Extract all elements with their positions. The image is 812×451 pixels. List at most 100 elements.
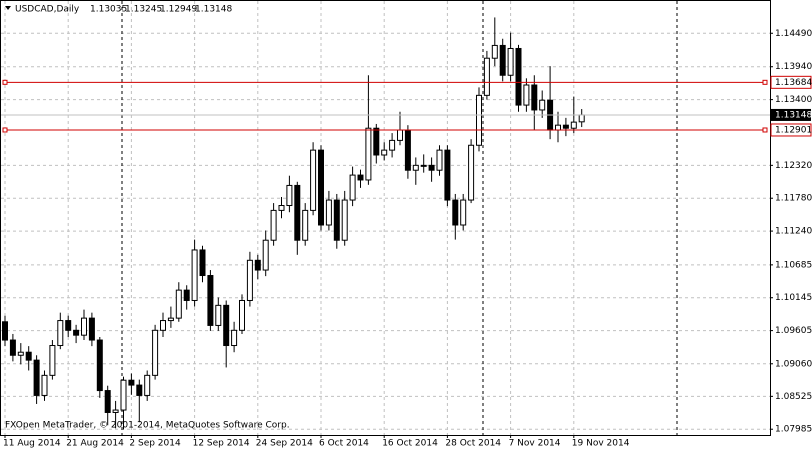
x-tick-label: 19 Nov 2014 [572, 439, 630, 449]
candle-body [9, 339, 16, 356]
candle-body [207, 275, 214, 326]
candle-body [2, 321, 8, 341]
bid-label-box [771, 108, 811, 121]
y-tick-label: 1.08525 [775, 392, 812, 402]
candle-body [531, 84, 538, 111]
candle-body [73, 329, 80, 336]
x-tick-label: 12 Sep 2014 [193, 439, 250, 449]
candle-body [404, 129, 411, 171]
candle-body [483, 57, 490, 96]
hline-label-box [770, 75, 812, 89]
y-tick-label: 1.10685 [775, 260, 812, 270]
candle-body [389, 139, 396, 151]
x-tick-label: 28 Oct 2014 [445, 439, 501, 449]
candle-body [507, 47, 514, 76]
y-tick-label: 1.14490 [775, 29, 812, 39]
candle-body [436, 149, 443, 171]
menu-triangle [5, 6, 11, 10]
candle-body [254, 259, 261, 271]
hline-handle [762, 79, 768, 85]
candle-body [112, 409, 119, 413]
candle-body [136, 384, 143, 396]
candle-body [555, 124, 561, 131]
hline-label: 1.13684 [775, 78, 812, 88]
candle-body [223, 304, 230, 347]
candle-body [341, 199, 348, 241]
y-tick-label: 1.09060 [775, 359, 812, 369]
header-high: 1.13245 [125, 5, 162, 15]
candle-body [144, 374, 151, 396]
candle-body [302, 209, 309, 241]
candle-body [160, 320, 166, 331]
candle-body [373, 127, 380, 156]
candle-body [65, 320, 72, 331]
candle-body [199, 249, 206, 277]
y-tick-label: 1.13940 [775, 62, 812, 72]
y-tick-label: 1.12320 [775, 161, 812, 171]
hline-label: 1.12901 [775, 125, 812, 135]
candle-body [523, 84, 530, 106]
candle-body [349, 174, 356, 201]
candle-body [278, 205, 285, 211]
candle-body [96, 339, 103, 392]
x-tick-label: 7 Nov 2014 [509, 439, 561, 449]
candle-body [270, 209, 277, 241]
candle-body [468, 144, 475, 201]
x-tick-label: 11 Aug 2014 [3, 439, 61, 449]
x-tick-label: 2 Sep 2014 [129, 439, 181, 449]
plot-frame [0, 0, 771, 436]
y-tick-label: 1.11240 [775, 227, 812, 237]
candle-body [412, 164, 419, 171]
header-open: 1.13035 [90, 5, 127, 15]
candle-body [570, 121, 577, 129]
y-tick-label: 1.09605 [775, 326, 812, 336]
candle-body [183, 289, 190, 301]
y-tick-label: 1.10145 [775, 293, 812, 303]
candle-body [167, 317, 174, 322]
header-low: 1.12949 [160, 5, 197, 15]
candle-body [88, 317, 95, 341]
candle-body [246, 259, 253, 301]
candle-body [444, 149, 451, 201]
candle-body [33, 359, 40, 396]
bid-label: 1.13148 [775, 110, 812, 120]
candle-body [215, 304, 222, 326]
candle-body [310, 149, 317, 211]
candle-body [318, 149, 324, 226]
candle-body [428, 164, 435, 171]
x-tick-label: 24 Sep 2014 [256, 439, 313, 449]
hline-label-box [770, 123, 812, 137]
candle-body [333, 199, 340, 241]
candle-body [357, 174, 364, 181]
hline-handle [2, 127, 8, 133]
candle-body [491, 44, 498, 59]
candle-body [460, 199, 467, 226]
candle-body [175, 289, 182, 319]
candle-body [41, 374, 48, 396]
candle-body [81, 317, 87, 336]
y-tick-label: 1.13400 [775, 95, 812, 105]
candle-body [104, 390, 111, 413]
y-tick-label: 1.11780 [775, 194, 812, 204]
symbol: USDCAD,Daily [15, 5, 80, 15]
candle-body [381, 149, 388, 156]
candle-body [239, 299, 245, 331]
candle-body [499, 44, 506, 76]
candle-body [262, 239, 269, 271]
candle-body [365, 127, 372, 181]
copyright: FXOpen MetaTrader, © 2001-2014, MetaQuot… [5, 421, 290, 431]
candle-body [476, 94, 482, 146]
candle-body [57, 320, 64, 347]
candle-body [120, 379, 127, 411]
candle-body [25, 351, 32, 361]
candle-body [452, 199, 459, 226]
x-tick-label: 6 Oct 2014 [319, 439, 369, 449]
candle-body [294, 184, 301, 241]
grid [1, 1, 770, 435]
x-tick-label: 21 Aug 2014 [66, 439, 124, 449]
header-close: 1.13148 [195, 5, 232, 15]
hline-handle [2, 79, 8, 85]
candle-body [128, 379, 135, 386]
hline-handle [762, 127, 768, 133]
